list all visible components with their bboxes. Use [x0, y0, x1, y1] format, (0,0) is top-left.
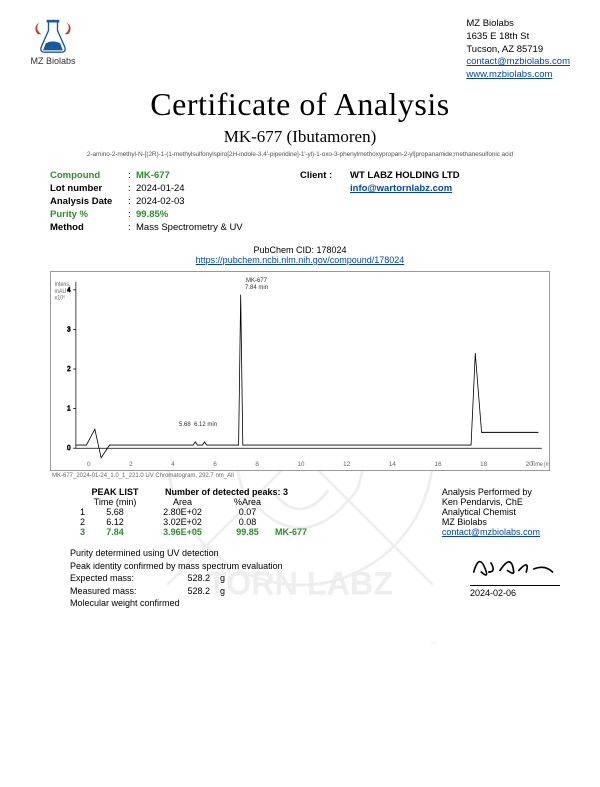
peak-small-annot: 5.68 6.12 min	[179, 422, 217, 429]
client-label: Client :	[300, 170, 350, 181]
company-web-link[interactable]: www.mzbiolabs.com	[466, 69, 552, 80]
method-label: Method	[50, 222, 128, 233]
svg-text:x10⁵: x10⁵	[55, 295, 66, 302]
date-value: 2024-02-03	[136, 196, 185, 207]
peak-section: PEAK LIST Number of detected peaks: 3 Ti…	[70, 487, 540, 537]
purity-value: 99.85%	[136, 209, 168, 220]
company-addr2: Tucson, AZ 85719	[466, 44, 570, 57]
svg-text:2: 2	[67, 366, 71, 373]
ab-l2: Ken Pendarvis, ChE	[442, 497, 540, 507]
compound-value: MK-677	[136, 170, 170, 181]
logo-company-name: MZ Biolabs	[30, 56, 75, 66]
ab-email-link[interactable]: contact@mzbiolabs.com	[442, 527, 540, 537]
col-time: Time (min)	[85, 497, 145, 507]
signature-icon	[470, 547, 560, 582]
trademark-symbol: ™	[430, 640, 438, 649]
ab-l1: Analysis Performed by	[442, 487, 540, 497]
company-email-link[interactable]: contact@mzbiolabs.com	[466, 56, 570, 67]
flask-logo-icon	[30, 18, 76, 54]
note3: Molecular weight confirmed	[70, 597, 570, 610]
analysis-by-block: Analysis Performed by Ken Pendarvis, ChE…	[442, 487, 540, 537]
chromatogram-chart: 01234 Intens. mAU x10⁵ Time [min] MK-677…	[50, 271, 550, 471]
signature-block: 2024-02-06	[470, 547, 560, 598]
pubchem-link[interactable]: https://pubchem.ncbi.nlm.nih.gov/compoun…	[196, 255, 405, 265]
logo-block: MZ Biolabs	[30, 18, 76, 66]
peak-heading: PEAK LIST	[85, 487, 145, 497]
svg-text:0: 0	[67, 445, 71, 452]
meas-mass-label: Measured mass:	[70, 585, 170, 598]
doc-title: Certificate of Analysis	[30, 86, 570, 123]
exp-mass-val: 528.2	[170, 572, 220, 585]
method-value: Mass Spectrometry & UV	[136, 222, 243, 233]
page-header: MZ Biolabs MZ Biolabs 1635 E 18th St Tuc…	[30, 18, 570, 82]
col-pctarea: %Area	[220, 497, 275, 507]
svg-text:1: 1	[67, 405, 71, 412]
ab-l4: MZ Biolabs	[442, 517, 540, 527]
chart-x-labels: 02468101214161820	[79, 461, 541, 468]
date-label: Analysis Date	[50, 196, 128, 207]
chart-caption: MK-677_2024-01-24_1.0_1_221.0 UV Chromat…	[52, 473, 548, 479]
purity-label: Purity %	[50, 209, 128, 220]
signature-date: 2024-02-06	[470, 585, 560, 598]
pubchem-cid: PubChem CID: 178024	[30, 245, 570, 255]
lot-label: Lot number	[50, 183, 128, 194]
doc-subtitle: MK-677 (Ibutamoren)	[30, 127, 570, 147]
peak-row: 26.123.02E+020.08	[70, 517, 325, 527]
lot-value: 2024-01-24	[136, 183, 185, 194]
col-area: Area	[145, 497, 220, 507]
client-value: WT LABZ HOLDING LTD	[350, 170, 460, 181]
meas-mass-val: 528.2	[170, 585, 220, 598]
compound-label: Compound	[50, 170, 128, 181]
svg-text:mAU: mAU	[55, 289, 67, 295]
company-address-block: MZ Biolabs 1635 E 18th St Tucson, AZ 857…	[466, 18, 570, 82]
svg-text:Intens.: Intens.	[55, 282, 71, 288]
info-section: Compound:MK-677 Lot number:2024-01-24 An…	[30, 170, 570, 235]
pubchem-block: PubChem CID: 178024 https://pubchem.ncbi…	[30, 245, 570, 265]
chemical-name: 2-amino-2-methyl-N-[(2R)-1-(1-methylsulf…	[30, 151, 570, 158]
peak-row: 37.843.96E+0599.85MK-677	[70, 527, 325, 537]
peak-main-annot: MK-6777.84 min	[245, 278, 268, 291]
company-addr1: 1635 E 18th St	[466, 31, 570, 44]
exp-mass-label: Expected mass:	[70, 572, 170, 585]
peak-count: Number of detected peaks: 3	[145, 487, 288, 497]
ab-l3: Analytical Chemist	[442, 507, 540, 517]
meas-mass-unit: g	[220, 585, 225, 598]
peak-row: 15.682.80E+020.07	[70, 507, 325, 517]
svg-text:3: 3	[67, 326, 71, 333]
company-name: MZ Biolabs	[466, 18, 570, 31]
client-email-link[interactable]: info@wartornlabz.com	[350, 183, 452, 194]
exp-mass-unit: g	[220, 572, 225, 585]
